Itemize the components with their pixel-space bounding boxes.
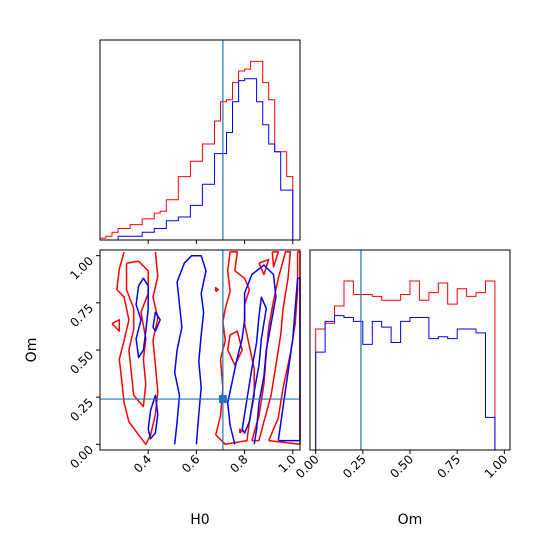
contour-line-11 (173, 254, 207, 445)
contour-line-8 (271, 251, 280, 268)
contour-line-10 (239, 428, 243, 434)
om-y-axis-label: Om (24, 338, 40, 363)
x-tick-label: 0.25 (340, 452, 369, 481)
contour-line-13 (147, 394, 159, 440)
contour-line-3 (214, 251, 255, 446)
y-tick-label: 0.00 (67, 443, 96, 472)
x-tick-label: 1.00 (482, 452, 511, 481)
y-tick-label: 0.50 (67, 348, 96, 377)
contour-line-14 (152, 311, 161, 332)
y-tick-label: 0.25 (67, 395, 96, 424)
x-tick-label: 0.75 (434, 452, 463, 481)
contour-line-9 (214, 286, 219, 293)
histogram-series-1 (315, 315, 505, 451)
x-tick-label: 0.50 (387, 452, 416, 481)
contour-line-1 (125, 260, 149, 408)
contour-line-15 (226, 264, 277, 445)
y-tick-label: 0.75 (67, 301, 96, 330)
contour-line-12 (135, 277, 149, 359)
histogram-series-0 (315, 280, 505, 451)
om-x-axis-label: Om (398, 512, 423, 528)
h0-x-axis-label: H0 (190, 512, 209, 528)
panel-frame (99, 249, 301, 451)
x-tick-label: 0.8 (227, 452, 250, 475)
x-tick-label: 0.6 (179, 452, 202, 475)
contour-line-16 (241, 296, 268, 434)
histogram-series-0 (99, 60, 299, 241)
y-tick-label: 1.00 (67, 254, 96, 283)
h0-histogram-panel (99, 39, 301, 244)
histogram-series-1 (100, 78, 299, 241)
x-tick-label: 0.00 (293, 452, 322, 481)
panel-frame (99, 39, 301, 241)
om-histogram-panel: 0.00 0.25 0.50 0.75 1.00 (293, 249, 511, 481)
contour-line-6 (268, 251, 301, 446)
contour-line-4 (226, 330, 243, 366)
truth-marker (218, 395, 227, 404)
h0-om-contour-panel: 0.4 0.6 0.8 1.00.000.250.500.751.00 (67, 249, 301, 476)
panel-frame (309, 249, 511, 451)
x-tick-label: 0.4 (131, 452, 154, 475)
contour-line-2 (111, 319, 121, 332)
contour-line-0 (116, 251, 159, 446)
